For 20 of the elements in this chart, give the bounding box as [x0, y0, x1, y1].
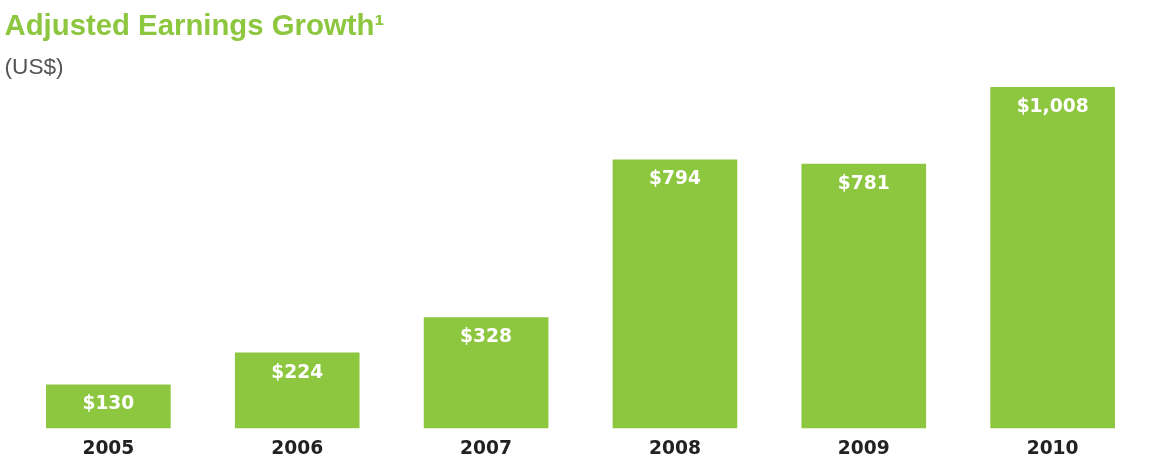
- x-tick-label: 2010: [1026, 436, 1079, 458]
- x-tick-label: 2007: [460, 436, 513, 458]
- bar: [801, 163, 927, 429]
- data-label: $328: [460, 325, 513, 347]
- bar: [612, 159, 738, 429]
- x-tick-label: 2009: [837, 436, 890, 458]
- bar: [234, 352, 360, 429]
- chart-title: Adjusted Earnings Growth¹: [4, 7, 385, 41]
- data-label: $794: [648, 167, 701, 189]
- data-label: $130: [82, 392, 135, 414]
- bar: [46, 384, 171, 429]
- data-label: $224: [271, 360, 324, 382]
- data-label: $781: [837, 171, 890, 193]
- bar: [423, 317, 549, 429]
- x-tick-label: 2008: [648, 436, 701, 458]
- chart-subtitle: (US$): [4, 52, 64, 79]
- x-tick-label: 2005: [82, 436, 135, 458]
- x-tick-label: 2006: [271, 436, 324, 458]
- bar: [990, 86, 1115, 429]
- data-label: $1,008: [1016, 94, 1089, 116]
